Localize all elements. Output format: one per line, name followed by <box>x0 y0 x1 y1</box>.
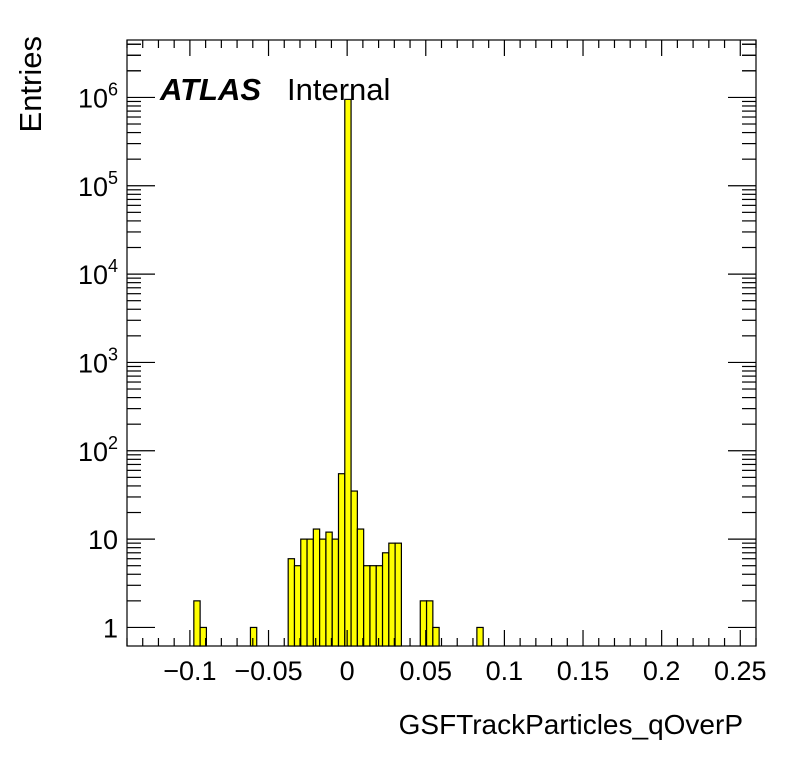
x-tick-label: 0.2 <box>643 656 681 686</box>
histogram-bars <box>193 98 484 647</box>
histogram-bin <box>300 538 308 647</box>
histogram-bin <box>425 600 434 647</box>
histogram-bin <box>363 565 371 647</box>
plot-frame <box>126 39 757 647</box>
histogram-bin <box>369 565 377 647</box>
y-tick-label: 10 <box>88 525 118 555</box>
y-tick-label: 106 <box>78 79 118 113</box>
x-axis-title: GSFTrackParticles_qOverP <box>399 709 743 740</box>
histogram-bin <box>476 626 484 647</box>
y-axis-title: Entries <box>13 36 48 132</box>
histogram-bin <box>199 626 208 647</box>
histogram-bin <box>249 626 258 647</box>
y-tick-label: 104 <box>78 256 118 290</box>
y-tick-label: 103 <box>78 344 118 378</box>
atlas-label: ATLAS <box>159 72 261 107</box>
y-tick-label: 105 <box>78 168 118 202</box>
histogram-bin <box>293 565 302 647</box>
internal-label: Internal <box>287 72 390 107</box>
x-axis-ticks <box>126 40 757 646</box>
histogram-bin <box>331 538 340 647</box>
histogram-bin <box>381 552 390 647</box>
histogram-bin <box>375 565 384 647</box>
histogram-bin <box>388 542 396 647</box>
x-tick-label: 0.15 <box>557 656 610 686</box>
x-tick-label: 0.1 <box>486 656 524 686</box>
x-tick-label: 0.25 <box>714 656 767 686</box>
x-axis-tick-labels: −0.1 −0.05 0 0.05 0.1 0.15 0.2 0.25 <box>163 656 766 686</box>
x-tick-label: −0.05 <box>234 656 302 686</box>
y-tick-label: 1 <box>103 613 118 643</box>
histogram-bin <box>312 528 321 647</box>
y-axis-ticks <box>127 43 756 629</box>
histogram-bin <box>432 626 440 647</box>
histogram-bin <box>193 600 201 647</box>
histogram-bin <box>325 531 333 647</box>
histogram-bin <box>344 98 352 647</box>
histogram-bin <box>337 473 346 647</box>
histogram-bin <box>394 542 402 647</box>
y-tick-label: 102 <box>78 433 118 467</box>
x-tick-label: 0.05 <box>399 656 452 686</box>
x-tick-label: −0.1 <box>163 656 216 686</box>
histogram-bin <box>319 538 327 647</box>
histogram-bin <box>306 538 314 647</box>
histogram-bin <box>350 490 358 647</box>
histogram-bin <box>356 528 365 647</box>
y-axis-tick-labels: 1 10 102 103 104 105 106 <box>78 79 118 643</box>
x-tick-label: 0 <box>340 656 355 686</box>
histogram-bin <box>287 558 296 647</box>
